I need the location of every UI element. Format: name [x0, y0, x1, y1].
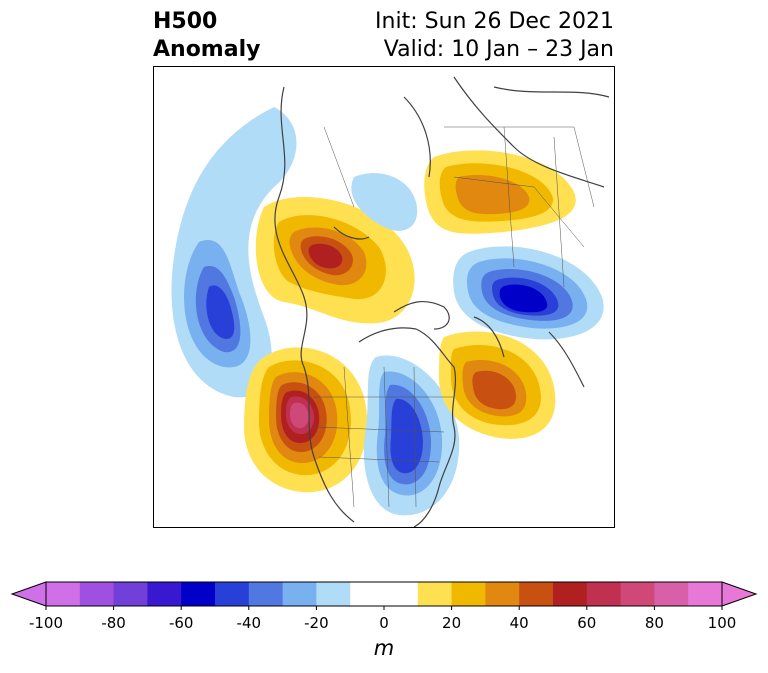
colorbar-segment: [417, 582, 453, 606]
colorbar-tick-label: -100: [28, 614, 64, 632]
colorbar-extend-low: [10, 581, 47, 607]
anomaly-positive-scandinavia: [424, 150, 576, 234]
colorbar-tick-label: -20: [304, 614, 329, 632]
colorbar-segment: [282, 582, 317, 606]
colorbar-segment: [654, 582, 689, 606]
anomaly-positive-alaska: [255, 197, 415, 324]
anomaly-positive-west-us: [244, 347, 368, 493]
colorbar-tick-label: -60: [168, 614, 194, 632]
colorbar-segment: [79, 582, 115, 606]
anomaly-negative-greenland: [453, 246, 604, 340]
colorbar-segment: [586, 582, 622, 606]
colorbar-segment: [113, 582, 148, 606]
colorbar-segment: [316, 582, 351, 606]
colorbar-tick-label: 20: [442, 614, 462, 632]
init-date: Init: Sun 26 Dec 2021: [375, 9, 614, 34]
colorbar-segment: [688, 582, 723, 606]
colorbar-segment: [519, 582, 554, 606]
colorbar-tick-label: 80: [644, 614, 664, 632]
colorbar-tick-label: -40: [236, 614, 262, 632]
anomaly-map: [153, 66, 615, 528]
colorbar-extend-high: [721, 581, 758, 607]
colorbar-tick-label: 60: [577, 614, 597, 632]
anomaly-negative-pacific: [171, 107, 297, 398]
colorbar-unit-label: m: [373, 636, 395, 660]
colorbar-tick-label: -80: [101, 614, 126, 632]
country-borders: [313, 126, 595, 508]
colorbar-segment: [181, 582, 216, 606]
valid-range: Valid: 10 Jan – 23 Jan: [383, 37, 614, 62]
colorbar-segment: [248, 582, 284, 606]
colorbar-segment: [485, 582, 520, 606]
colorbar-tick-label: 40: [509, 614, 529, 632]
colorbar-segment: [147, 582, 182, 606]
colorbar-segment: [553, 582, 588, 606]
colorbar: [10, 581, 758, 610]
anomaly-positive-atlantic: [439, 331, 556, 439]
colorbar-segment: [350, 582, 385, 606]
map-title: H500 Anomaly: [153, 8, 260, 64]
colorbar-segment: [620, 582, 655, 606]
colorbar-tick-label: 0: [379, 614, 389, 632]
anomaly-negative-arctic: [351, 173, 418, 231]
map-dates: Init: Sun 26 Dec 2021 Valid: 10 Jan – 23…: [375, 8, 614, 64]
coastlines: [274, 76, 610, 527]
title-field: Anomaly: [153, 37, 261, 62]
colorbar-segment: [215, 582, 250, 606]
colorbar-tick-label: 100: [707, 614, 737, 632]
title-variable: H500: [153, 9, 218, 34]
colorbar-segment: [46, 582, 81, 606]
colorbar-segment: [451, 582, 486, 606]
colorbar-segment: [384, 582, 419, 606]
